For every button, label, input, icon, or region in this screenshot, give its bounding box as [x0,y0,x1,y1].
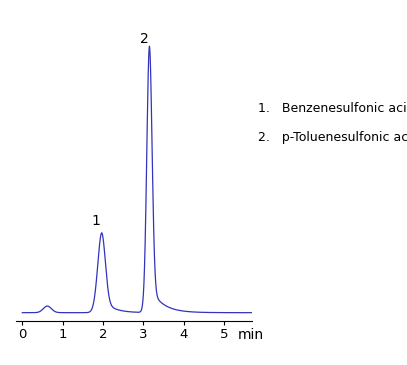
Text: min: min [238,328,264,342]
Text: 2.   p-Toluenesulfonic acid: 2. p-Toluenesulfonic acid [258,131,407,145]
Text: 1: 1 [92,214,101,228]
Text: 2: 2 [140,31,149,46]
Text: 1.   Benzenesulfonic acid: 1. Benzenesulfonic acid [258,102,407,115]
